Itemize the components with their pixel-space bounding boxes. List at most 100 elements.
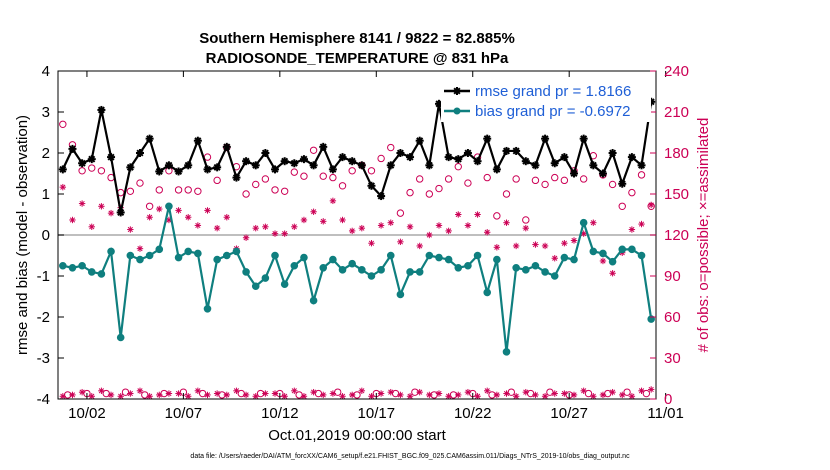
rmse-point [550,159,559,168]
count-point-assimilated-bottom [455,391,462,399]
rmse-point [570,169,579,178]
count-point-assimilated [223,214,230,221]
bias-point [309,296,318,305]
bias-point [329,255,337,264]
rmse-point [463,149,472,157]
bias-point [435,253,443,262]
x-axis-label: Oct.01,2019 00:00:00 start [268,427,446,444]
count-point-possible [483,173,491,182]
count-point-assimilated-bottom [368,393,375,400]
rmse-point [116,208,125,217]
bias-point [541,268,549,276]
bias-point [251,282,260,291]
y-right-tick-label: 60 [664,309,681,326]
count-point-possible [608,180,617,189]
bias-point [550,272,559,280]
bias-point [116,333,125,342]
count-point-assimilated [551,255,558,262]
count-point-assimilated [445,227,452,235]
bias-point [97,270,106,278]
count-point-possible [184,186,192,194]
count-point-assimilated-bottom [570,391,578,399]
count-point-assimilated [252,224,259,232]
count-point-assimilated [368,240,375,247]
count-point-assimilated [532,241,539,248]
rmse-point [512,146,521,155]
bias-point [358,266,366,274]
rmse-point [68,144,77,153]
bias-point [483,288,492,297]
legend-bias-marker [453,107,461,115]
rmse-point [319,142,328,151]
count-point-assimilated [541,242,549,250]
count-point-assimilated-bottom [532,391,539,399]
rmse-point [280,157,289,166]
bias-point [464,261,472,270]
chart-title: Southern Hemisphere 8141 / 9822 = 82.885… [199,30,515,47]
count-point-assimilated [503,219,510,226]
rmse-point [454,155,463,164]
count-point-possible [338,182,347,190]
rmse-point [396,149,405,157]
bias-point [637,251,646,260]
rmse-point [193,136,202,145]
count-point-possible [300,172,308,180]
count-point-assimilated-bottom [590,393,597,400]
count-point-assimilated-bottom [175,390,182,397]
rmse-point [271,165,280,174]
count-point-assimilated-bottom [445,393,452,400]
count-point-possible [145,202,154,211]
bias-point [396,290,405,299]
count-point-possible [396,209,405,217]
y-right-tick-label: 120 [664,227,689,244]
count-point-possible [531,176,540,185]
count-point-possible [415,175,424,183]
count-point-possible [290,168,299,176]
rmse-point [126,163,135,172]
bias-point [78,261,86,270]
rmse-point [58,165,67,174]
legend-box [441,78,651,122]
bias-point [145,251,154,260]
count-point-possible [367,167,376,175]
count-point-assimilated-bottom [474,393,481,400]
bias-point [271,251,279,260]
y-left-tick-label: 3 [42,104,50,121]
count-point-possible [261,175,270,183]
count-point-assimilated-bottom [223,391,230,399]
count-point-possible [541,180,549,189]
rmse-point [367,181,376,190]
bias-point [136,255,144,264]
count-point-possible [59,120,67,129]
count-point-possible [213,176,221,185]
count-point-assimilated [416,242,423,250]
count-point-assimilated [484,229,491,236]
count-point-possible [309,146,318,154]
count-point-assimilated-bottom [503,390,510,397]
bias-point [300,253,308,262]
count-point-assimilated-bottom [59,393,67,400]
count-point-assimilated-bottom [426,391,433,399]
bias-point [203,305,212,313]
count-point-assimilated-bottom [291,387,298,394]
rmse-point [155,167,164,176]
count-point-assimilated-bottom [406,393,414,400]
count-point-possible [252,180,260,189]
y-axis-right: 0 30 60 90 120 150 180 210 240 [650,63,689,408]
count-point-assimilated [329,197,337,205]
bias-point [560,253,569,262]
count-point-possible [377,154,385,163]
count-point-assimilated-bottom [619,391,626,399]
count-point-assimilated-bottom [117,393,124,400]
bias-point [87,268,96,276]
count-point-possible-bottom [584,389,593,398]
bias-point [222,251,231,260]
count-point-assimilated-bottom [609,388,616,396]
count-point-possible [242,190,250,198]
count-point-assimilated [281,230,288,237]
rmse-point [386,161,395,170]
bias-point [425,251,434,260]
count-point-assimilated [271,230,279,237]
rmse-point [164,161,173,170]
bias-point [165,202,173,211]
